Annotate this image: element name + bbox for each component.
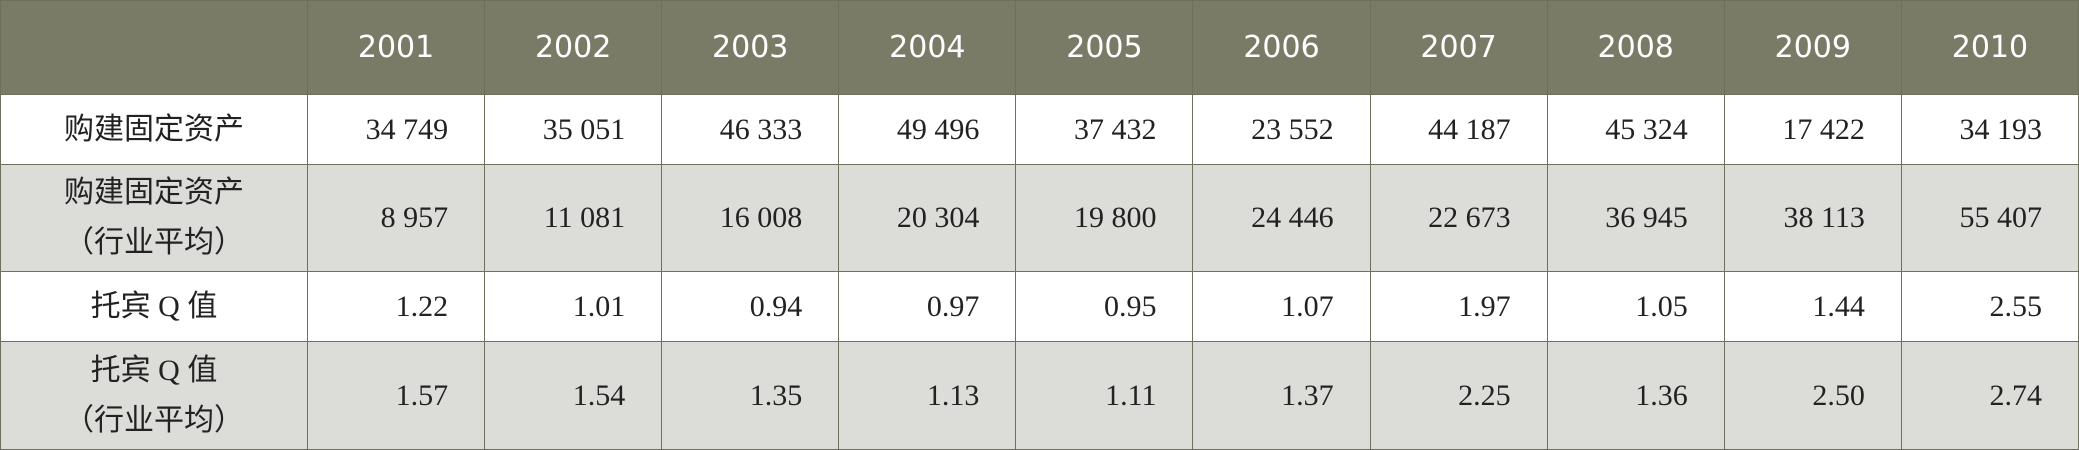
value-cell: 1.37 (1192, 341, 1371, 450)
value-cell: 2.74 (1900, 341, 2079, 450)
value-cell: 8 957 (306, 164, 486, 272)
table-row: 购建固定资产 34 749 35 051 46 333 49 496 37 432 23 5… (0, 94, 2079, 165)
value-cell: 1.97 (1369, 271, 1548, 342)
value-cell: 35 051 (484, 94, 663, 165)
value-cell: 2.25 (1369, 341, 1548, 450)
value-cell: 1.11 (1015, 341, 1194, 450)
value-cell: 1.44 (1723, 271, 1902, 342)
row-label-line: （行业平均） (64, 403, 244, 437)
value-cell: 2.55 (1900, 271, 2079, 342)
year-header: 2010 (1900, 0, 2079, 95)
corner-cell (0, 0, 308, 95)
value-cell: 34 749 (306, 94, 486, 165)
year-header: 2004 (838, 0, 1017, 95)
value-cell: 17 422 (1723, 94, 1902, 165)
value-cell: 1.36 (1546, 341, 1725, 450)
row-label: 购建固定资产 (0, 94, 308, 165)
value-cell: 0.94 (661, 271, 840, 342)
row-label: 托宾 Q 值 (0, 271, 308, 342)
table-row: 托宾 Q 值 1.22 1.01 0.94 0.97 0.95 1.07 1.97 1.05 1.… (0, 271, 2079, 342)
value-cell: 45 324 (1546, 94, 1725, 165)
value-cell: 22 673 (1369, 164, 1548, 272)
year-header: 2005 (1015, 0, 1194, 95)
value-cell: 1.13 (838, 341, 1017, 450)
value-cell: 1.54 (484, 341, 663, 450)
value-cell: 1.07 (1192, 271, 1371, 342)
table-row: 托宾 Q 值 （行业平均） 1.57 1.54 1.35 1.13 1.11 1.37 2.25… (0, 341, 2079, 450)
row-label: 购建固定资产 （行业平均） (0, 164, 308, 272)
value-cell: 1.57 (306, 341, 486, 450)
value-cell: 1.05 (1546, 271, 1725, 342)
year-header: 2003 (661, 0, 840, 95)
value-cell: 1.35 (661, 341, 840, 450)
value-cell: 0.97 (838, 271, 1017, 342)
value-cell: 2.50 (1723, 341, 1902, 450)
year-header: 2009 (1723, 0, 1902, 95)
value-cell: 19 800 (1015, 164, 1194, 272)
row-label-line: 购建固定资产 (64, 112, 244, 146)
value-cell: 49 496 (838, 94, 1017, 165)
value-cell: 11 081 (484, 164, 663, 272)
value-cell: 36 945 (1546, 164, 1725, 272)
value-cell: 23 552 (1192, 94, 1371, 165)
value-cell: 0.95 (1015, 271, 1194, 342)
value-cell: 44 187 (1369, 94, 1548, 165)
row-label-line: （行业平均） (64, 226, 244, 259)
year-header: 2008 (1546, 0, 1725, 95)
row-label-line: 托宾 Q 值 (90, 353, 218, 387)
year-header: 2002 (484, 0, 663, 95)
year-header: 2006 (1192, 0, 1371, 95)
header-row: 2001 2002 2003 2004 2005 2006 2007 2008 2009 2010 (0, 0, 2079, 95)
year-header: 2007 (1369, 0, 1548, 95)
value-cell: 16 008 (661, 164, 840, 272)
value-cell: 24 446 (1192, 164, 1371, 272)
row-label-line: 购建固定资产 (64, 176, 244, 209)
row-label: 托宾 Q 值 （行业平均） (0, 341, 308, 450)
value-cell: 1.22 (306, 271, 486, 342)
year-header: 2001 (306, 0, 486, 95)
value-cell: 20 304 (838, 164, 1017, 272)
value-cell: 34 193 (1900, 94, 2079, 165)
value-cell: 46 333 (661, 94, 840, 165)
row-label-line: 托宾 Q 值 (90, 289, 218, 323)
table-row: 购建固定资产 （行业平均） 8 957 11 081 16 008 20 304 19 80… (0, 164, 2079, 272)
value-cell: 55 407 (1900, 164, 2079, 272)
value-cell: 38 113 (1723, 164, 1902, 272)
value-cell: 37 432 (1015, 94, 1194, 165)
value-cell: 1.01 (484, 271, 663, 342)
